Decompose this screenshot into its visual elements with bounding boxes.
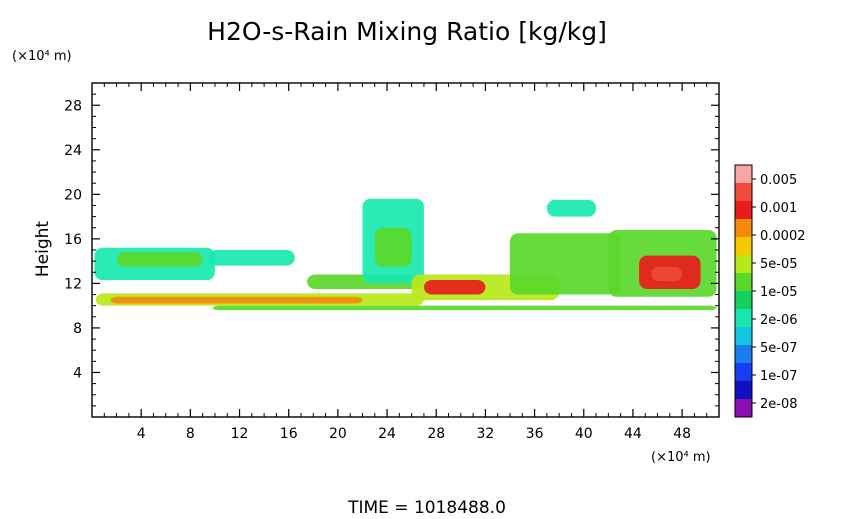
colorbar-swatch	[735, 201, 752, 220]
colorbar-label: 0.005	[760, 173, 797, 188]
colorbar: 0.005 0.001 0.0002 5e-05 1e-05 2e-06 5e-07 1e-0…	[734, 164, 806, 418]
colorbar-label: 5e-07	[760, 341, 798, 356]
colorbar-swatch	[735, 327, 752, 346]
heatmap-region-16	[651, 266, 683, 282]
x-tick-label: 8	[186, 426, 195, 442]
x-tick-label: 20	[329, 426, 347, 442]
heatmap-region-11	[423, 280, 486, 295]
time-label: TIME = 1018488.0	[347, 498, 506, 518]
colorbar-label: 0.0002	[760, 229, 806, 244]
colorbar-label: 2e-06	[760, 313, 798, 328]
x-tick-label: 40	[575, 426, 593, 442]
colorbar-label: 5e-05	[760, 257, 798, 272]
heatmap-region-12	[510, 233, 621, 295]
colorbar-swatch	[735, 255, 752, 274]
x-tick-label: 16	[280, 426, 298, 442]
colorbar-swatch	[735, 291, 752, 310]
colorbar-swatch	[735, 381, 752, 400]
colorbar-swatch	[735, 165, 752, 184]
colorbar-label: 1e-05	[760, 285, 798, 300]
x-tick-label: 4	[137, 426, 146, 442]
x-tick-label: 24	[378, 426, 396, 442]
y-unit-label: (×10⁴ m)	[12, 49, 72, 64]
heatmap-region-3	[110, 296, 363, 304]
x-tick-label: 44	[624, 426, 642, 442]
x-tick-label: 32	[476, 426, 494, 442]
colorbar-swatch	[735, 183, 752, 202]
colorbar-swatch	[735, 219, 752, 238]
heatmap-region-5	[116, 252, 203, 267]
heatmap-region-1	[212, 305, 717, 311]
y-axis-label: Height	[33, 221, 53, 278]
colorbar-label: 1e-07	[760, 369, 798, 384]
x-tick-label: 48	[673, 426, 691, 442]
colorbar-swatch	[735, 399, 752, 418]
y-tick-label: 12	[64, 276, 82, 292]
y-tick-label: 24	[64, 143, 82, 159]
heatmap-region-6	[208, 250, 295, 266]
colorbar-label: 0.001	[760, 201, 797, 216]
x-tick-label: 36	[526, 426, 544, 442]
colorbar-swatch	[735, 309, 752, 328]
y-tick-label: 4	[73, 365, 82, 381]
heatmap-region-13	[546, 199, 597, 217]
colorbar-label: 2e-08	[760, 397, 798, 412]
colorbar-swatch	[735, 273, 752, 292]
chart-title: H2O-s-Rain Mixing Ratio [kg/kg]	[207, 17, 607, 46]
y-tick-label: 16	[64, 232, 82, 248]
x-unit-label: (×10⁴ m)	[651, 450, 711, 465]
colorbar-swatch	[735, 237, 752, 256]
x-tick-label: 12	[231, 426, 249, 442]
colorbar-swatch	[735, 345, 752, 364]
y-tick-label: 28	[64, 98, 82, 114]
y-tick-label: 20	[64, 187, 82, 203]
heatmap-field	[94, 198, 717, 311]
colorbar-swatch	[735, 363, 752, 382]
x-tick-label: 28	[427, 426, 445, 442]
heatmap-region-9	[374, 227, 412, 267]
y-tick-label: 8	[73, 321, 82, 337]
